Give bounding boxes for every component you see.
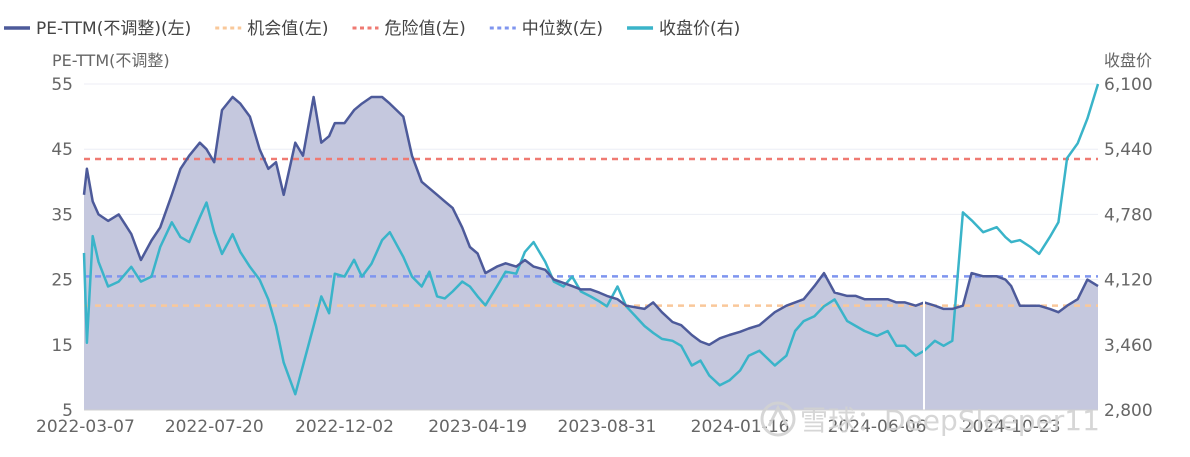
x-tick-label: 2022-07-20	[165, 417, 264, 437]
right-tick-label: 4,120	[1104, 271, 1153, 291]
xueqiu-logo-icon	[760, 401, 796, 437]
x-tick-label: 2022-03-07	[36, 417, 135, 437]
x-tick-label: 2023-08-31	[558, 417, 657, 437]
chart-legend[interactable]: PE-TTM(不调整)(左) 机会值(左) 危险值(左) 中位数(左) 收盘价(右)	[4, 19, 740, 39]
x-tick-label: 2024-06-06	[828, 417, 927, 437]
right-tick-label: 5,440	[1104, 140, 1153, 160]
x-tick-label: 2024-01-16	[691, 417, 790, 437]
right-tick-label: 3,460	[1104, 336, 1153, 356]
legend-item[interactable]: PE-TTM(不调整)(左)	[4, 19, 191, 39]
x-tick-label: 2024-10-23	[962, 417, 1061, 437]
legend-item[interactable]: 中位数(左)	[489, 19, 603, 39]
x-tick-label: 2023-04-19	[428, 417, 527, 437]
pe-area-fill	[84, 97, 1098, 410]
left-tick-label: 35	[51, 205, 73, 225]
left-tick-label: 25	[51, 271, 73, 291]
right-tick-label: 4,780	[1104, 205, 1153, 225]
right-tick-label: 6,100	[1104, 75, 1153, 95]
legend-label: 危险值(左)	[385, 19, 466, 39]
x-axis-ticks: 2022-03-07 2022-07-20 2022-12-02 2023-04-19…	[36, 417, 1061, 437]
xueqiu-watermark: 雪球：DeepSleeper11	[760, 401, 1100, 437]
xueqiu-logo-mark	[767, 404, 789, 427]
watermark-text: 雪球：DeepSleeper11	[800, 404, 1100, 437]
right-axis-title: 收盘价	[1104, 51, 1152, 70]
left-tick-label: 55	[51, 75, 73, 95]
legend-item[interactable]: 收盘价(右)	[627, 19, 740, 39]
left-tick-label: 15	[51, 336, 73, 356]
left-tick-label: 45	[51, 140, 73, 160]
right-axis-ticks: 6,100 5,440 4,780 4,120 3,460 2,800	[1104, 75, 1153, 421]
legend-item[interactable]: 危险值(左)	[352, 19, 466, 39]
legend-label: 收盘价(右)	[659, 19, 740, 39]
right-tick-label: 2,800	[1104, 401, 1153, 421]
left-tick-label: 5	[62, 401, 73, 421]
legend-item[interactable]: 机会值(左)	[215, 19, 329, 39]
x-tick-label: 2022-12-02	[295, 417, 394, 437]
legend-label: 机会值(左)	[247, 19, 328, 39]
left-axis-title: PE-TTM(不调整)	[52, 51, 170, 70]
legend-label: PE-TTM(不调整)(左)	[36, 19, 191, 39]
reference-lines	[84, 157, 1098, 307]
legend-label: 中位数(左)	[522, 19, 603, 39]
left-axis-ticks: 55 45 35 25 15 5	[51, 75, 73, 421]
